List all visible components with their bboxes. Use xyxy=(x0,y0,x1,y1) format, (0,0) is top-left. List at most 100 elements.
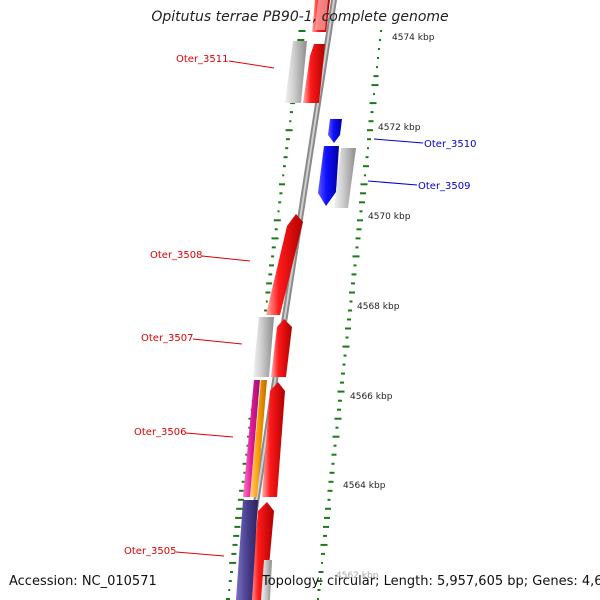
gc-content-mark xyxy=(277,210,280,213)
gc-content-mark xyxy=(327,489,333,492)
gc-content-mark xyxy=(278,201,282,204)
gc-content-mark xyxy=(234,525,241,528)
gc-content-mark xyxy=(359,201,365,204)
gc-content-mark xyxy=(289,111,293,114)
gc-content-mark xyxy=(232,543,238,546)
gc-content-mark xyxy=(282,165,286,168)
gc-content-mark xyxy=(333,444,337,447)
gene-label-oter-3506[interactable]: Oter_3506 xyxy=(134,427,187,438)
gc-content-mark xyxy=(337,390,345,393)
scale-tick-label: 4566 kbp xyxy=(350,392,393,402)
gc-content-mark xyxy=(347,318,351,321)
gc-content-mark xyxy=(282,174,285,177)
gene-labels: Oter_3511 Oter_3510 Oter_3509 Oter_3508 … xyxy=(124,54,477,557)
genome-backbone xyxy=(238,0,337,600)
gc-content-mark xyxy=(271,246,276,249)
gc-content-mark xyxy=(373,93,375,96)
magenta-feature[interactable] xyxy=(243,380,260,497)
gene-feature-oter-3507[interactable] xyxy=(271,319,292,377)
gc-content-mark xyxy=(349,291,355,294)
gc-content-mark xyxy=(320,543,328,546)
gc-content-mark xyxy=(318,571,324,573)
scale-tick-label: 4570 kbp xyxy=(368,212,411,222)
gc-content-mark xyxy=(285,147,289,150)
gene-label-oter-3509[interactable]: Oter_3509 xyxy=(418,181,471,192)
rna-feature-grey[interactable] xyxy=(261,560,272,600)
gc-content-mark xyxy=(297,39,305,41)
gc-content-mark xyxy=(264,309,268,312)
gene-feature-forward[interactable] xyxy=(315,0,328,30)
gc-content-mark xyxy=(233,534,240,537)
gc-content-mark xyxy=(331,462,335,465)
gc-content-mark xyxy=(242,462,249,465)
gc-content-mark xyxy=(340,381,344,384)
gene-label-oter-3511[interactable]: Oter_3511 xyxy=(176,54,229,65)
gc-content-mark xyxy=(378,48,380,50)
gc-content-mark xyxy=(338,399,342,402)
gc-content-mark xyxy=(342,345,350,348)
gc-content-mark xyxy=(321,561,323,564)
gene-feature-oter-3509[interactable] xyxy=(318,146,339,206)
gc-content-mark xyxy=(331,453,337,456)
gc-content-mark xyxy=(317,598,319,600)
gc-content-mark xyxy=(345,327,351,330)
rna-feature-grey[interactable] xyxy=(285,41,307,103)
gc-content-mark xyxy=(334,417,342,420)
gc-content-mark xyxy=(352,255,360,258)
gene-feature-oter-3510[interactable] xyxy=(328,119,342,143)
scale-tick-label: 4568 kbp xyxy=(357,302,400,312)
scale-ticks: 4574 kbp 4572 kbp 4570 kbp 4568 kbp 4566… xyxy=(336,33,435,581)
gc-content-mark xyxy=(236,507,244,510)
orange-feature[interactable] xyxy=(250,380,267,497)
gene-feature-oter-3511[interactable] xyxy=(303,44,325,103)
gc-content-mark xyxy=(380,30,382,32)
purple-feature[interactable] xyxy=(236,500,258,600)
gene-feature-oter-3508[interactable] xyxy=(266,214,303,315)
gc-content-mark xyxy=(345,336,349,339)
gc-content-mark xyxy=(317,589,321,591)
gc-content-mark xyxy=(379,39,381,41)
gc-content-mark xyxy=(271,237,279,240)
rna-feature-grey[interactable] xyxy=(334,148,356,208)
gc-content-mark xyxy=(324,516,330,519)
genome-summary-text: Topology: circular; Length: 5,957,605 bp… xyxy=(262,574,600,589)
gene-label-oter-3507[interactable]: Oter_3507 xyxy=(141,333,194,344)
gc-content-mark xyxy=(268,273,273,276)
gc-content-mark xyxy=(239,489,246,492)
gc-content-mark xyxy=(235,516,243,519)
gc-content-mark xyxy=(351,282,355,285)
gc-content-mark xyxy=(356,228,362,231)
gc-content-mark xyxy=(360,183,368,186)
gene-label-oter-3510[interactable]: Oter_3510 xyxy=(424,139,477,150)
reverse-strand-track xyxy=(318,119,356,208)
gc-content-mark xyxy=(245,453,249,456)
scale-tick-label: 4564 kbp xyxy=(343,481,386,491)
gc-content-mark xyxy=(342,363,346,366)
rna-feature-grey[interactable] xyxy=(253,317,274,377)
gc-content-mark xyxy=(329,471,335,474)
gc-content-mark xyxy=(376,66,378,69)
genome-title: Opitutus terrae PB90-1, complete genome xyxy=(151,9,449,25)
gc-content-mark xyxy=(237,498,244,501)
gc-content-mark xyxy=(323,525,329,528)
gc-content-mark xyxy=(351,273,357,276)
gc-content-mark xyxy=(289,120,292,123)
gc-content-mark xyxy=(290,102,296,105)
gene-label-oter-3505[interactable]: Oter_3505 xyxy=(124,546,177,557)
gc-content-mark xyxy=(323,534,327,537)
gc-content-mark xyxy=(279,192,283,195)
gc-content-mark xyxy=(325,507,331,510)
gc-content-mark xyxy=(266,282,273,285)
gc-content-mark xyxy=(230,571,233,573)
accession-text: Accession: NC_010571 xyxy=(9,574,157,589)
gc-content-mark xyxy=(370,111,374,114)
gene-label-oter-3508[interactable]: Oter_3508 xyxy=(150,250,203,261)
gc-content-mark xyxy=(265,300,268,303)
gc-content-mark xyxy=(231,552,237,555)
gc-content-mark xyxy=(359,210,363,213)
gene-feature-oter-3506[interactable] xyxy=(262,382,285,497)
gc-content-mark xyxy=(337,408,341,411)
gc-content-mark xyxy=(327,498,331,501)
gc-content-mark xyxy=(371,84,379,87)
